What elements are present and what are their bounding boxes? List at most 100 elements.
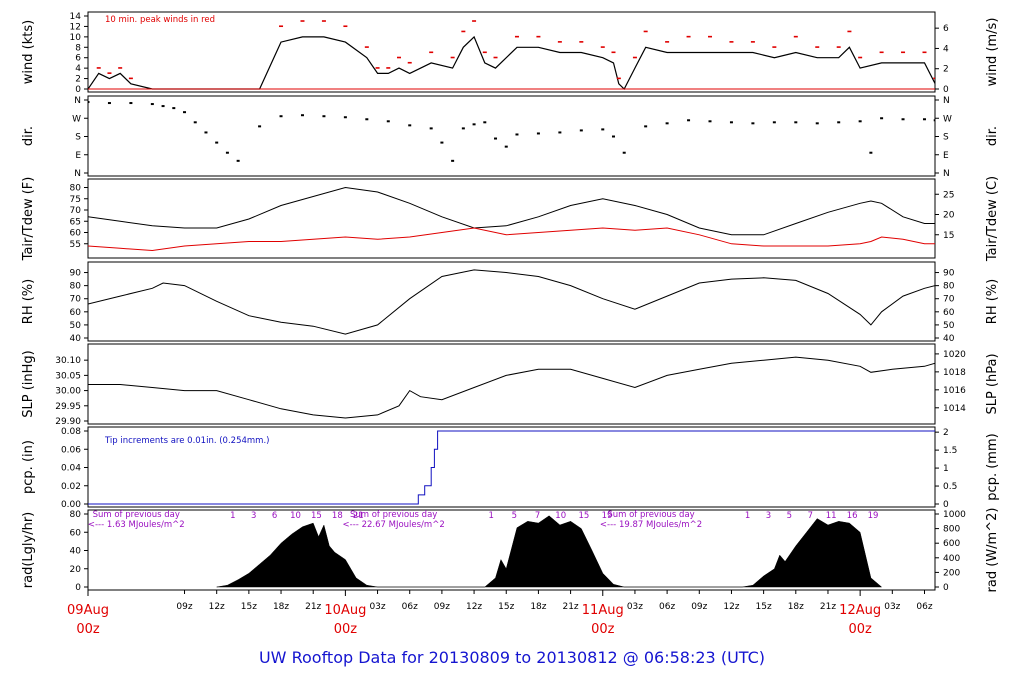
peak-wind-mark xyxy=(300,20,305,22)
tick-label-left: 40 xyxy=(70,547,82,557)
direction-point xyxy=(365,118,369,121)
peak-wind-mark xyxy=(429,51,434,54)
y-axis-right-title: dir. xyxy=(985,126,1000,146)
radiation-note: <--- 19.87 MJoules/m^2 xyxy=(600,520,702,530)
radiation-hour-label: 3 xyxy=(251,511,256,521)
panel-frame xyxy=(87,178,936,259)
pcp_cumulative-line xyxy=(88,430,935,505)
tick-label-right: 1.5 xyxy=(943,446,957,456)
tick-label-left: 4 xyxy=(75,64,81,74)
peak-wind-mark xyxy=(579,41,584,43)
x-tick-label: 06z xyxy=(916,602,932,612)
direction-point xyxy=(183,111,187,114)
radiation-hour-label: 18 xyxy=(332,511,343,521)
radiation-area xyxy=(216,515,883,588)
peak-wind-mark xyxy=(611,51,616,54)
x-tick-label: 18z xyxy=(530,602,546,612)
peak-wind-mark xyxy=(118,67,123,69)
x-tick-label: 21z xyxy=(820,602,836,612)
direction-point xyxy=(215,141,219,144)
radiation-hour-label: 21 xyxy=(353,511,364,521)
radiation-hour-label: 3 xyxy=(766,511,771,521)
tick-label-left: 55 xyxy=(70,240,81,250)
tick-label-left: S xyxy=(75,133,81,143)
tick-label-right: 70 xyxy=(943,295,955,305)
y-axis-left-title: SLP (inHg) xyxy=(21,350,36,418)
tick-label-right: 15 xyxy=(943,231,954,241)
tick-label-left: 10 xyxy=(70,33,82,43)
tick-label-left: 20 xyxy=(70,565,82,575)
y-axis-right-title: pcp. (mm) xyxy=(985,433,1000,500)
panel-pcp: pcp. (in) pcp. (mm) 0.00 0.02 0.04 0.06 0.08 0 0… xyxy=(21,426,1000,510)
y-axis-left-title: pcp. (in) xyxy=(21,440,36,494)
tick-label-right: 90 xyxy=(943,269,955,279)
direction-point xyxy=(279,115,283,118)
tick-label-left: 30.05 xyxy=(55,371,81,381)
peak-wind-mark xyxy=(772,46,777,48)
data-layer xyxy=(88,430,935,505)
tick-label-right: 20 xyxy=(943,211,955,221)
peak-wind-mark xyxy=(643,30,648,33)
day-z-label: 00z xyxy=(334,622,358,637)
direction-point xyxy=(558,131,562,134)
direction-point xyxy=(837,121,841,124)
tick-label-right: 60 xyxy=(943,308,955,318)
tick-label-left: 65 xyxy=(70,217,81,227)
tick-label-right: 25 xyxy=(943,190,954,200)
x-tick-label: 18z xyxy=(788,602,804,612)
tick-label-left: 0.02 xyxy=(61,482,81,492)
direction-point xyxy=(343,116,347,119)
radiation-note: Sum of previous day xyxy=(607,510,694,520)
direction-point xyxy=(815,122,819,125)
peak-wind-mark xyxy=(364,46,369,48)
peak-wind-mark xyxy=(514,35,519,38)
radiation-hour-label: 15 xyxy=(311,511,322,521)
direction-point xyxy=(901,118,905,121)
peak-wind-mark xyxy=(407,61,412,64)
radiation-hour-label: 16 xyxy=(847,511,858,521)
tick-label-left: 2 xyxy=(75,75,81,85)
tick-label-right: 1014 xyxy=(943,404,966,414)
data-layer xyxy=(88,20,935,90)
direction-point xyxy=(536,132,540,135)
peak-wind-mark xyxy=(665,41,670,43)
peak-wind-mark xyxy=(493,56,498,59)
x-tick-label: 15z xyxy=(241,602,257,612)
tick-label-right: 6 xyxy=(943,24,949,34)
day-label: 11Aug xyxy=(582,603,624,618)
tick-label-right: 40 xyxy=(943,334,955,344)
y-axis-left-title: Tair/Tdew (F) xyxy=(21,177,36,262)
peak-wind-mark xyxy=(815,46,820,48)
radiation-note: <--- 22.67 MJoules/m^2 xyxy=(343,520,445,530)
peak-wind-mark xyxy=(536,35,541,38)
tick-label-right: 4 xyxy=(943,44,949,54)
direction-point xyxy=(933,119,935,122)
peak-wind-mark xyxy=(901,51,906,54)
tick-label-left: 0.04 xyxy=(61,464,81,474)
tick-label-left: 70 xyxy=(70,295,82,305)
tick-label-left: 0 xyxy=(75,85,81,95)
peak-wind-mark xyxy=(600,46,605,48)
tick-label-right: 80 xyxy=(943,282,955,292)
panel-slp: SLP (inHg) SLP (hPa) 29.90 29.95 30.00 30.05 3… xyxy=(21,343,1000,427)
direction-point xyxy=(922,118,926,121)
direction-point xyxy=(88,101,90,104)
radiation-note: Sum of previous day xyxy=(350,510,437,520)
radiation-hour-label: 15 xyxy=(578,511,589,521)
peak-wind-mark xyxy=(922,51,927,54)
direction-point xyxy=(515,133,519,136)
panel-frame xyxy=(87,95,936,177)
data-layer xyxy=(88,269,935,335)
panel-annotation: 10 min. peak winds in red xyxy=(105,15,215,25)
panel-frame xyxy=(87,343,936,425)
tick-label-left: 6 xyxy=(75,54,81,64)
tick-label-left: 30.00 xyxy=(55,387,81,397)
data-layer xyxy=(216,515,883,588)
panel-frame xyxy=(87,11,936,93)
tick-label-right: W xyxy=(943,114,952,124)
Tair-line xyxy=(88,186,935,236)
x-tick-label: 03z xyxy=(884,602,900,612)
